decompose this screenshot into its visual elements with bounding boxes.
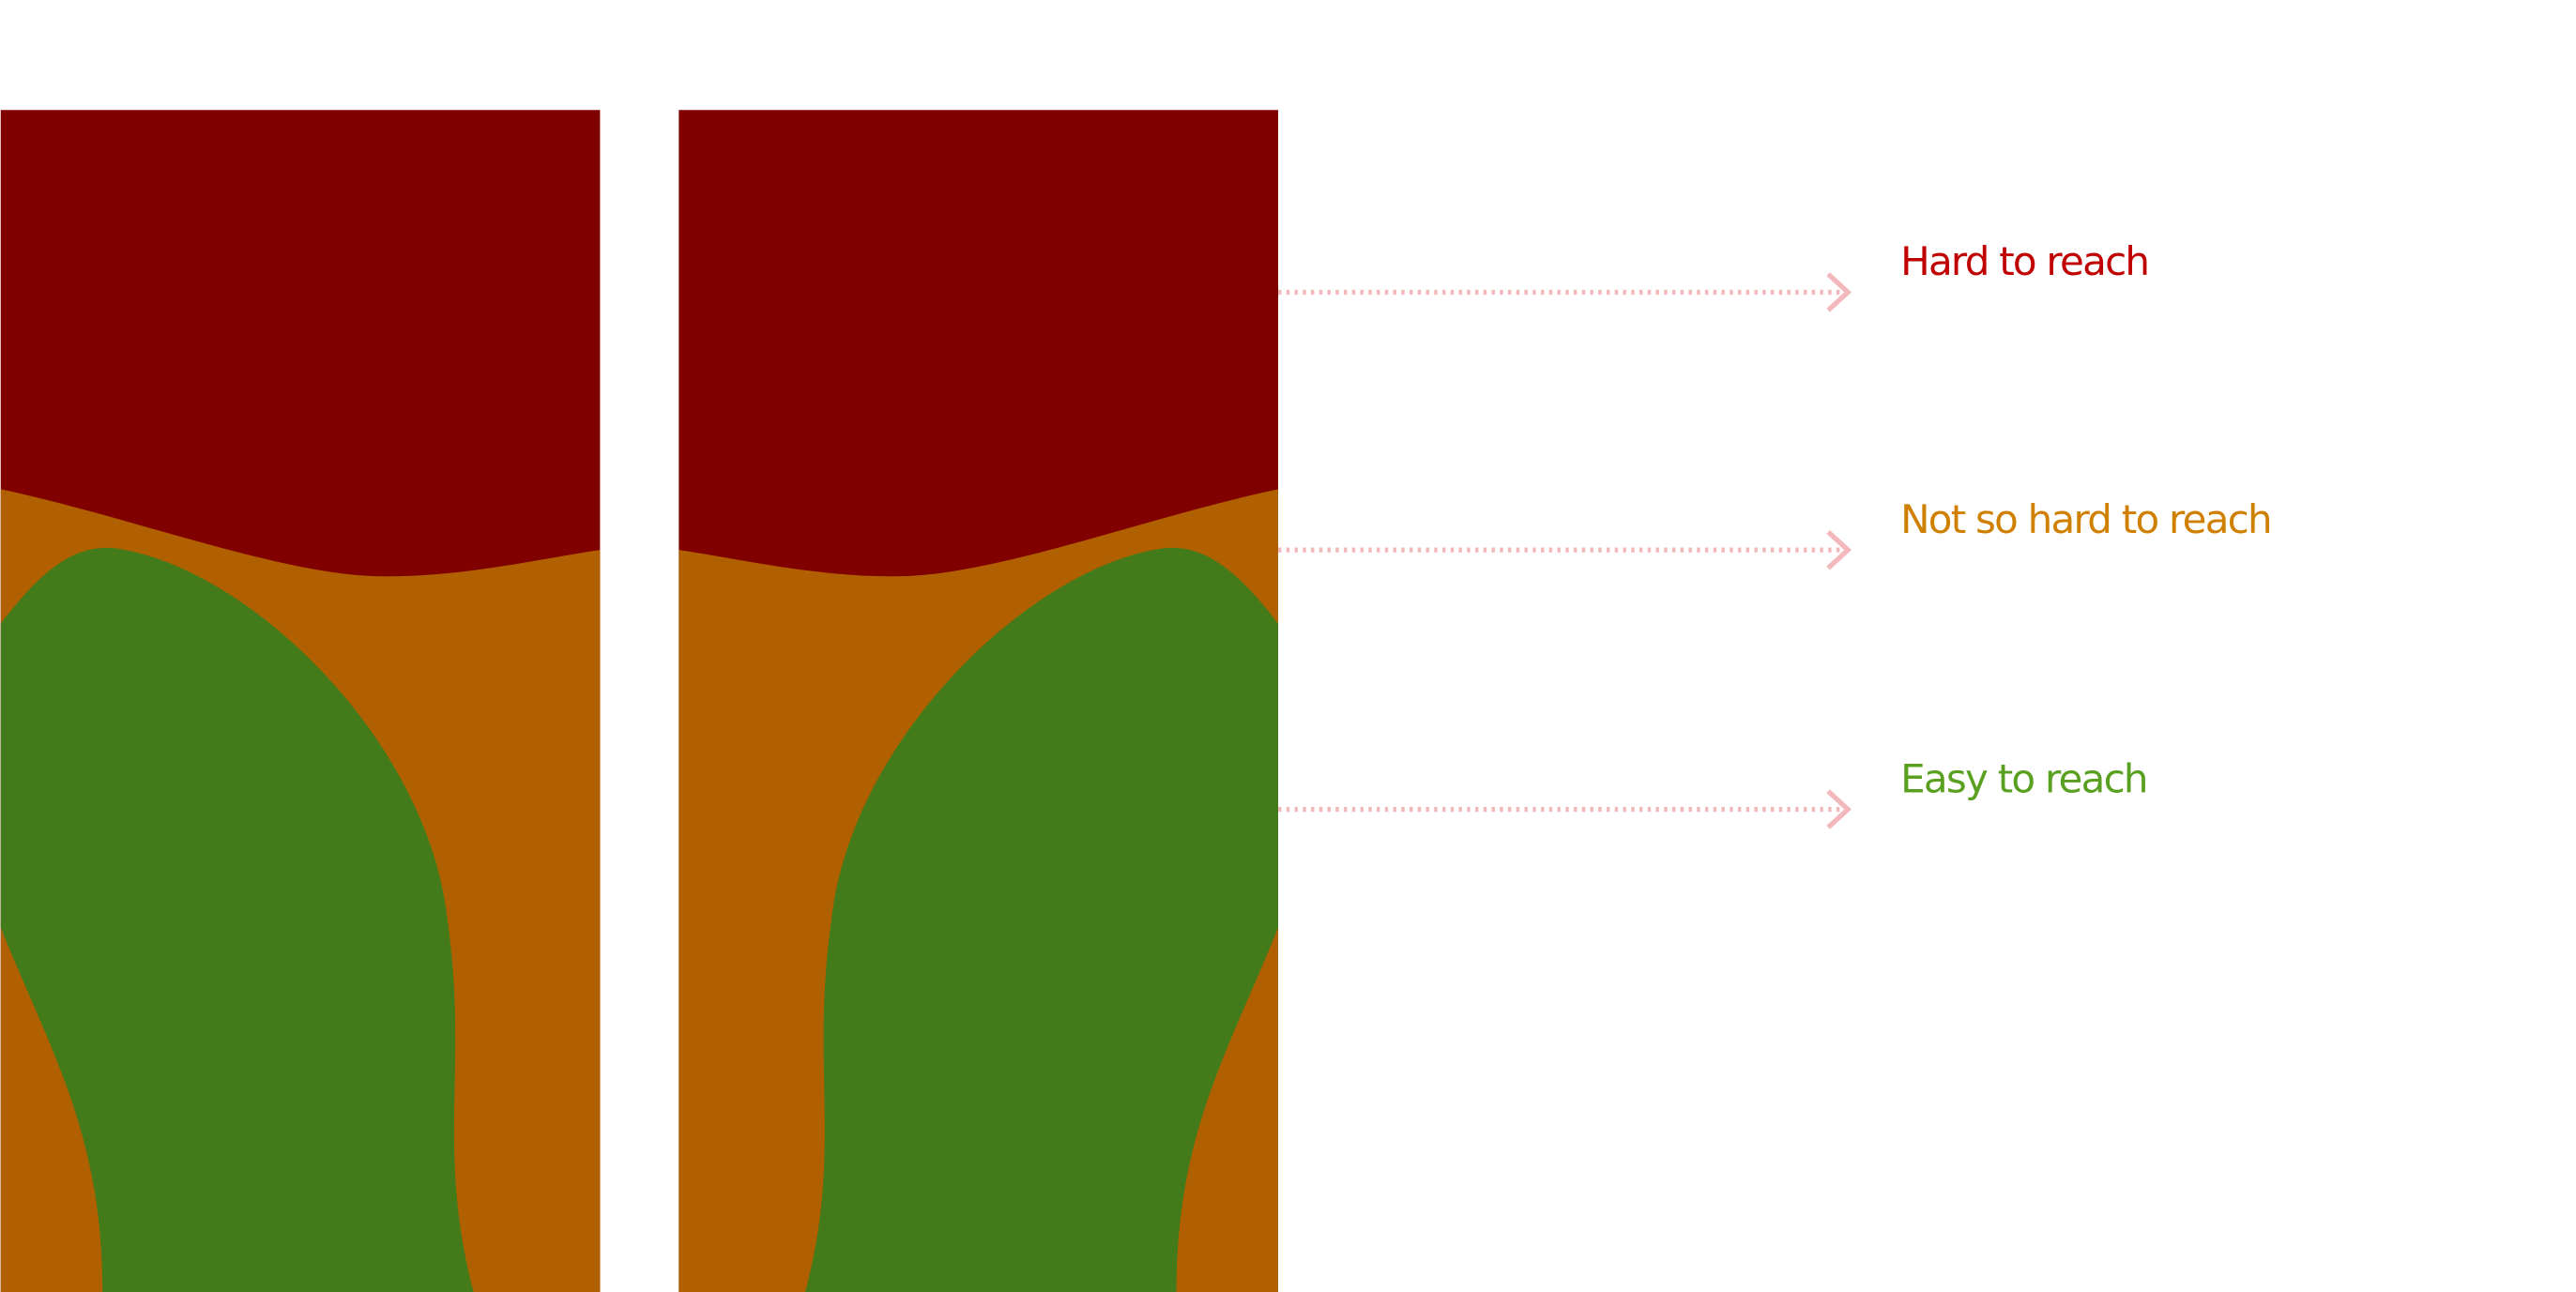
arrow (1278, 789, 1852, 829)
zone-label: Not so hard to reach (1900, 496, 2271, 542)
right-hand-panel (678, 110, 1279, 1292)
left-hand-panel (0, 110, 601, 1292)
zone-label: Hard to reach (1900, 238, 2148, 284)
arrow (1278, 529, 1852, 570)
zone-label: Easy to reach (1900, 755, 2147, 801)
arrow (1278, 272, 1852, 312)
